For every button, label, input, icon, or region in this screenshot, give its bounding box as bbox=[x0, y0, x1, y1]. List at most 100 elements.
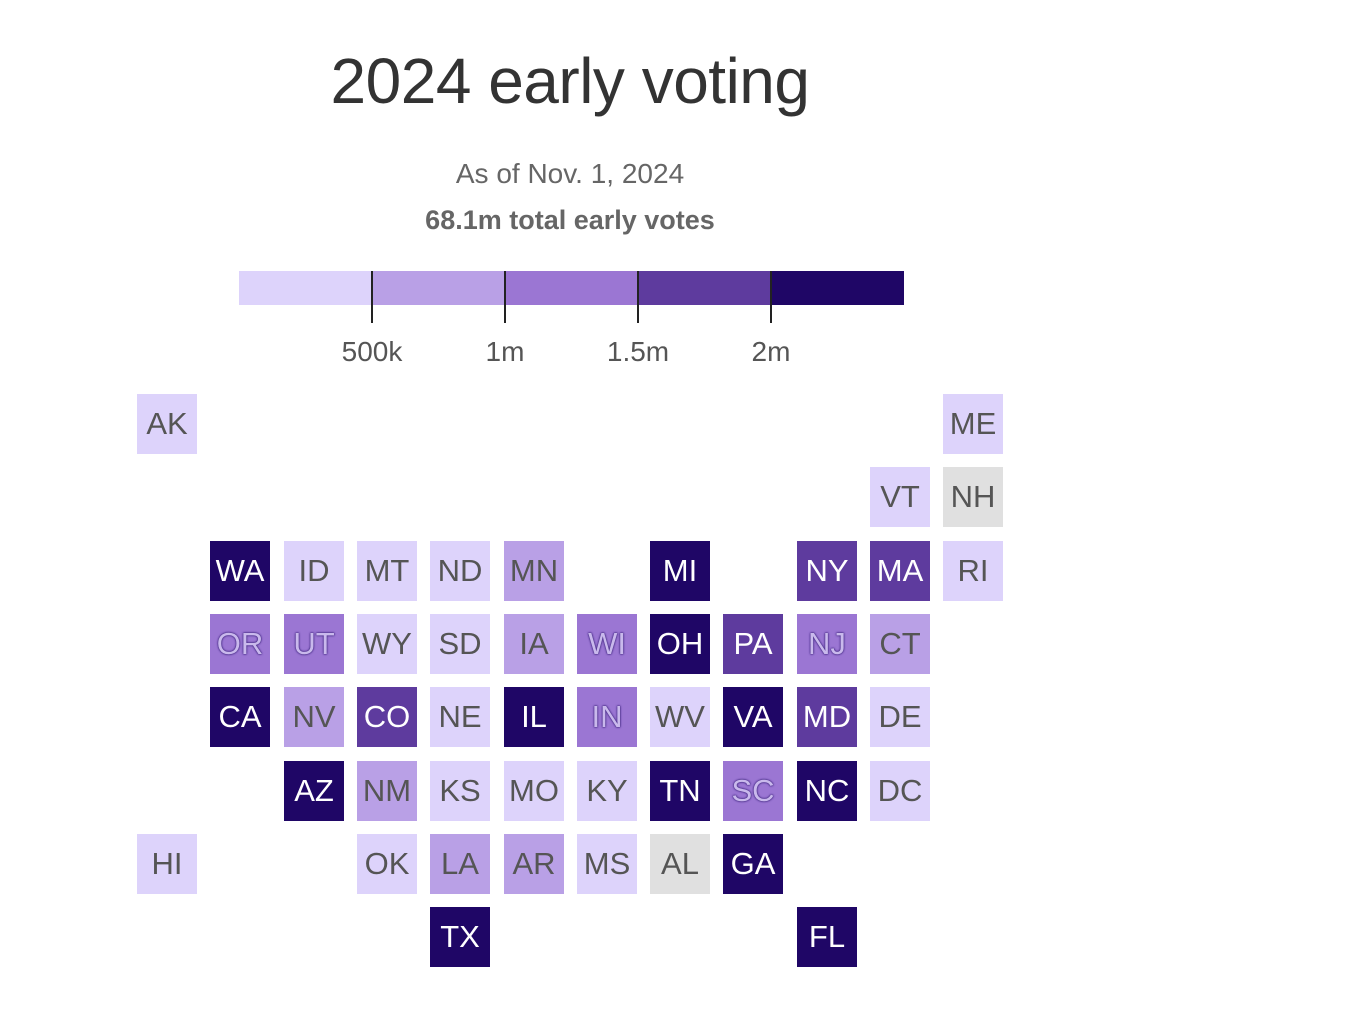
state-tile-nj[interactable]: NJ bbox=[797, 614, 857, 674]
state-label: OR bbox=[216, 626, 264, 661]
state-label: LA bbox=[441, 846, 479, 881]
state-label: AL bbox=[661, 846, 699, 881]
state-tile-az[interactable]: AZ bbox=[284, 761, 344, 821]
state-tile-oh[interactable]: OH bbox=[650, 614, 710, 674]
state-label: CT bbox=[879, 626, 921, 661]
state-tile-ar[interactable]: AR bbox=[504, 834, 564, 894]
state-label: FL bbox=[808, 919, 846, 954]
state-label: IN bbox=[591, 699, 623, 734]
state-tile-wv[interactable]: WV bbox=[650, 687, 710, 747]
state-label: TX bbox=[440, 919, 480, 954]
state-label: IL bbox=[521, 699, 547, 734]
state-label: MI bbox=[662, 553, 698, 588]
state-tile-tx[interactable]: TX bbox=[430, 907, 490, 967]
state-tile-wy[interactable]: WY bbox=[357, 614, 417, 674]
state-tile-pa[interactable]: PA bbox=[723, 614, 783, 674]
state-label: WA bbox=[215, 553, 265, 588]
state-tile-va[interactable]: VA bbox=[723, 687, 783, 747]
state-label: NC bbox=[804, 773, 850, 808]
state-tile-ct[interactable]: CT bbox=[870, 614, 930, 674]
state-tile-ms[interactable]: MS bbox=[577, 834, 637, 894]
state-tile-dc[interactable]: DC bbox=[870, 761, 930, 821]
state-label: NH bbox=[950, 479, 996, 514]
chart-subtitle: As of Nov. 1, 2024 bbox=[455, 158, 685, 189]
state-tile-hi[interactable]: HI bbox=[137, 834, 197, 894]
state-label: NM bbox=[362, 773, 412, 808]
state-label: CO bbox=[363, 699, 411, 734]
state-label: WY bbox=[362, 626, 412, 661]
state-tile-in[interactable]: IN bbox=[577, 687, 637, 747]
state-tile-ri[interactable]: RI bbox=[943, 541, 1003, 601]
state-label: SC bbox=[731, 773, 775, 808]
state-tile-or[interactable]: OR bbox=[210, 614, 270, 674]
state-tile-ak[interactable]: AK bbox=[137, 394, 197, 454]
state-tile-nc[interactable]: NC bbox=[797, 761, 857, 821]
state-tile-ia[interactable]: IA bbox=[504, 614, 564, 674]
state-tile-al[interactable]: AL bbox=[650, 834, 710, 894]
total-early-votes: 68.1m total early votes bbox=[425, 205, 715, 235]
state-label: MA bbox=[876, 553, 924, 588]
state-tile-ma[interactable]: MA bbox=[870, 541, 930, 601]
state-label: SD bbox=[438, 626, 482, 661]
state-tile-tn[interactable]: TN bbox=[650, 761, 710, 821]
state-tile-mn[interactable]: MN bbox=[504, 541, 564, 601]
state-tile-vt[interactable]: VT bbox=[870, 467, 930, 527]
state-tile-wi[interactable]: WI bbox=[577, 614, 637, 674]
state-label: NV bbox=[292, 699, 336, 734]
state-label: NE bbox=[438, 699, 482, 734]
state-tile-il[interactable]: IL bbox=[504, 687, 564, 747]
state-label: OH bbox=[656, 626, 704, 661]
state-label: IA bbox=[519, 626, 549, 661]
state-label: KY bbox=[586, 773, 628, 808]
state-tile-md[interactable]: MD bbox=[797, 687, 857, 747]
state-label: VA bbox=[733, 699, 773, 734]
state-tile-mo[interactable]: MO bbox=[504, 761, 564, 821]
state-label: AK bbox=[146, 406, 188, 441]
state-label: MD bbox=[802, 699, 852, 734]
state-tile-la[interactable]: LA bbox=[430, 834, 490, 894]
state-tile-id[interactable]: ID bbox=[284, 541, 344, 601]
state-label: MT bbox=[364, 553, 410, 588]
state-tile-me[interactable]: ME bbox=[943, 394, 1003, 454]
state-tile-nv[interactable]: NV bbox=[284, 687, 344, 747]
state-label: TN bbox=[659, 773, 701, 808]
state-tile-ga[interactable]: GA bbox=[723, 834, 783, 894]
state-label: ND bbox=[437, 553, 483, 588]
state-tile-de[interactable]: DE bbox=[870, 687, 930, 747]
state-tile-nd[interactable]: ND bbox=[430, 541, 490, 601]
state-tile-sd[interactable]: SD bbox=[430, 614, 490, 674]
state-tile-ne[interactable]: NE bbox=[430, 687, 490, 747]
state-label: MS bbox=[583, 846, 631, 881]
state-label: PA bbox=[733, 626, 773, 661]
state-label: VT bbox=[880, 479, 920, 514]
state-tile-ut[interactable]: UT bbox=[284, 614, 344, 674]
state-label: WV bbox=[655, 699, 705, 734]
state-label: AR bbox=[512, 846, 556, 881]
state-label: CA bbox=[218, 699, 262, 734]
state-tile-ok[interactable]: OK bbox=[357, 834, 417, 894]
state-label: AZ bbox=[294, 773, 334, 808]
state-tile-wa[interactable]: WA bbox=[210, 541, 270, 601]
state-tile-ks[interactable]: KS bbox=[430, 761, 490, 821]
state-tile-nh[interactable]: NH bbox=[943, 467, 1003, 527]
state-tile-mt[interactable]: MT bbox=[357, 541, 417, 601]
state-label: MO bbox=[509, 773, 559, 808]
state-label: WI bbox=[588, 626, 626, 661]
state-tile-fl[interactable]: FL bbox=[797, 907, 857, 967]
state-tile-mi[interactable]: MI bbox=[650, 541, 710, 601]
state-label: GA bbox=[730, 846, 776, 881]
state-label: HI bbox=[151, 846, 183, 881]
state-tile-co[interactable]: CO bbox=[357, 687, 417, 747]
state-label: UT bbox=[293, 626, 335, 661]
state-tile-ca[interactable]: CA bbox=[210, 687, 270, 747]
state-tile-ny[interactable]: NY bbox=[797, 541, 857, 601]
state-label: KS bbox=[439, 773, 481, 808]
state-tile-ky[interactable]: KY bbox=[577, 761, 637, 821]
state-label: ID bbox=[298, 553, 330, 588]
state-label: DE bbox=[878, 699, 922, 734]
state-tile-nm[interactable]: NM bbox=[357, 761, 417, 821]
state-label: NJ bbox=[808, 626, 846, 661]
state-label: OK bbox=[364, 846, 410, 881]
state-tile-sc[interactable]: SC bbox=[723, 761, 783, 821]
